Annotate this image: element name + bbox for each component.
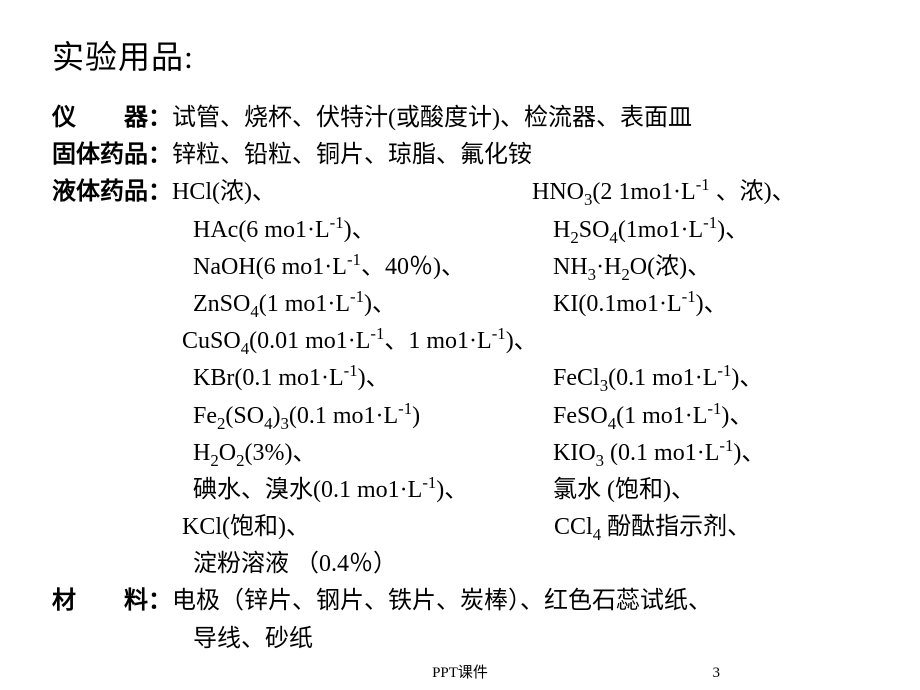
row-instrument: 仪 器： 试管、烧杯、伏特汁(或酸度计)、检流器、表面皿: [52, 100, 884, 137]
instrument-text: 试管、烧杯、伏特汁(或酸度计)、检流器、表面皿: [172, 100, 692, 137]
l8a: H2O2(3%)、: [193, 435, 553, 472]
row-material-1: 材 料： 电极（锌片、钢片、铁片、炭棒）、红色石蕊试纸、: [52, 583, 884, 620]
l4a: ZnSO4(1 mo1·L-1)、: [193, 286, 553, 323]
liquid-line5: CuSO4(0.01 mo1·L-1、1 mo1·L-1)、: [182, 323, 884, 360]
solid-text: 锌粒、铅粒、铜片、琼脂、氟化铵: [172, 137, 532, 174]
l9a: 碘水、溴水(0.1 mo1·L-1)、: [193, 472, 553, 509]
material-text1: 电极（锌片、钢片、铁片、炭棒）、红色石蕊试纸、: [172, 583, 712, 620]
label-solid: 固体药品：: [52, 137, 172, 174]
liquid-line7: Fe2(SO4)3(0.1 mo1·L-1) FeSO4(1 mo1·L-1)、: [193, 398, 884, 435]
liquid-line3: NaOH(6 mo1·L-1、40％)、 NH3·H2O(浓)、: [193, 249, 884, 286]
liquid-line8: H2O2(3%)、 KIO3 (0.1 mo1·L-1)、: [193, 435, 884, 472]
liquid-line10: KCl(饱和)、 CCl4 酚酞指示剂、: [182, 509, 884, 546]
liquid-line1: HCl(浓)、 HNO3(2 1mo1·L-1 、浓)、: [172, 174, 796, 211]
label-liquid: 液体药品：: [52, 174, 172, 211]
slide: 实验用品: 仪 器： 试管、烧杯、伏特汁(或酸度计)、检流器、表面皿 固体药品：…: [0, 0, 920, 690]
liquid-line6: KBr(0.1 mo1·L-1)、 FeCl3(0.1 mo1·L-1)、: [193, 360, 884, 397]
page-number: 3: [713, 665, 721, 682]
material-text2: 导线、砂纸: [193, 621, 313, 658]
label-instrument: 仪 器：: [52, 100, 172, 137]
slide-title: 实验用品:: [52, 32, 884, 78]
liquid-line11: 淀粉溶液 （0.4％）: [193, 546, 884, 583]
row-material-2: 导线、砂纸: [193, 621, 884, 658]
l7a: Fe2(SO4)3(0.1 mo1·L-1): [193, 398, 553, 435]
liquid-line4: ZnSO4(1 mo1·L-1)、 KI(0.1mo1·L-1)、: [193, 286, 884, 323]
liquid-line2: HAc(6 mo1·L-1)、 H2SO4(1mo1·L-1)、: [193, 212, 884, 249]
l1b: HNO3(2 1mo1·L-1 、浓)、: [532, 174, 796, 211]
row-liquid-1: 液体药品： HCl(浓)、 HNO3(2 1mo1·L-1 、浓)、: [52, 174, 884, 211]
l3b: NH3·H2O(浓)、: [553, 249, 711, 286]
l5: CuSO4(0.01 mo1·L-1、1 mo1·L-1)、: [182, 323, 538, 360]
label-material: 材 料：: [52, 583, 172, 620]
l1a: HCl(浓)、: [172, 174, 532, 211]
row-solid: 固体药品： 锌粒、铅粒、铜片、琼脂、氟化铵: [52, 137, 884, 174]
liquid-line9: 碘水、溴水(0.1 mo1·L-1)、 氯水 (饱和)、: [193, 472, 884, 509]
l9b: 氯水 (饱和)、: [553, 472, 695, 509]
l4b: KI(0.1mo1·L-1)、: [553, 286, 728, 323]
l8b: KIO3 (0.1 mo1·L-1)、: [553, 435, 765, 472]
l10b: CCl4 酚酞指示剂、: [554, 509, 751, 546]
l3a: NaOH(6 mo1·L-1、40％)、: [193, 249, 553, 286]
l6b: FeCl3(0.1 mo1·L-1)、: [553, 360, 763, 397]
l2a: HAc(6 mo1·L-1)、: [193, 212, 553, 249]
l2b: H2SO4(1mo1·L-1)、: [553, 212, 749, 249]
l10a: KCl(饱和)、: [182, 509, 554, 546]
footer-text: PPT课件: [0, 661, 920, 682]
l7b: FeSO4(1 mo1·L-1)、: [553, 398, 753, 435]
l6a: KBr(0.1 mo1·L-1)、: [193, 360, 553, 397]
l11: 淀粉溶液 （0.4％）: [193, 546, 397, 583]
